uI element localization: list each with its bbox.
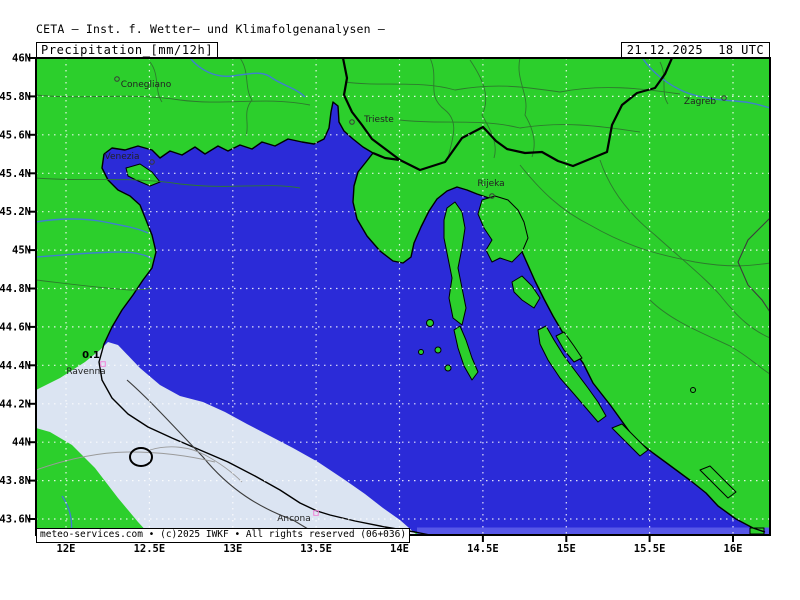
lat-tick-label: 45.4N [0,168,31,180]
graticule [36,58,770,535]
river-piave [189,58,306,98]
latitude-labels: 46N 45.8N 45.6N 45.4N 45.2N 45N 44.8N 44.6N 44.4… [0,53,31,526]
admin-border [36,279,153,291]
lat-tick-label: 45.6N [0,129,31,141]
city-marker-conegliano [114,76,120,82]
river-po [36,251,153,260]
city-marker-ancona [313,510,319,516]
lon-tick-label: 14E [390,543,409,555]
small-island-2 [434,346,442,354]
lon-tick-label: 13.5E [300,543,332,555]
lon-tick-label: 15E [557,543,576,555]
admin-border [518,58,535,158]
city-label-rijeka: Rijeka [477,179,504,189]
small-island-1 [426,319,434,327]
contour-value-label: 0.1 [82,350,100,361]
small-island-5 [690,387,696,393]
admin-border [659,61,669,105]
admin-border [36,177,301,189]
lat-tick-label: 46N [12,53,31,65]
island-rab [511,275,541,309]
admin-border [599,159,770,339]
adriatic-sea [99,102,770,535]
small-island-3 [418,349,424,355]
city-label-ancona: Ancona [277,514,311,524]
admin-border [649,299,770,375]
island-sliver-3 [699,465,737,499]
city-label-conegliano: Conegliano [121,80,172,90]
lat-tick-label: 44.2N [0,398,31,410]
admin-border-gray [149,446,243,483]
city-marker-trieste [349,119,355,125]
admin-border [149,61,163,103]
lon-tick-label: 12.5E [134,543,166,555]
admin-border [519,164,770,267]
admin-border [344,81,681,95]
city-label-zagreb: Zagreb [684,97,716,107]
lat-tick-label: 43.6N [0,514,31,526]
san-marino-contour [129,447,153,467]
precip-area-0-1mm [36,342,417,535]
admin-border [399,119,641,133]
island-pag [537,325,607,423]
lat-tick-label: 45N [12,245,31,257]
city-label-trieste: Trieste [363,115,394,125]
island-cres [443,201,467,326]
lon-tick-label: 15.5E [634,543,666,555]
city-label-ravenna: Ravenna [66,367,105,377]
city-marker-venezia [149,159,155,165]
admin-border [239,58,253,137]
city-marker-rijeka [489,193,495,199]
lon-tick-label: 16E [724,543,743,555]
admin-border [36,94,311,106]
lon-tick-label: 12E [57,543,76,555]
border-slovenia-croatia [372,58,674,172]
precip-band-bottom [417,527,770,535]
city-marker-zagreb [721,95,727,101]
lon-tick-label: 13E [223,543,242,555]
border-italy-slovenia [341,58,401,161]
island-sliver-2 [611,423,649,457]
small-island-4 [444,364,452,372]
lat-tick-label: 45.8N [0,91,31,103]
island-losinj [453,325,479,381]
lat-tick-label: 44N [12,437,31,449]
admin-border [429,58,455,159]
lat-tick-label: 44.8N [0,283,31,295]
run-datetime-box: 21.12.2025 18 UTC [620,42,770,59]
city-labels: Conegliano Venezia Trieste Zagreb Rijeka Rave… [66,76,727,524]
island-krk [477,195,529,263]
admin-border [469,59,496,159]
institute-title: CETA – Inst. f. Wetter– und Klimafolgena… [36,22,386,36]
river-adige [36,218,149,234]
lat-tick-label: 45.2N [0,206,31,218]
city-marker-ravenna [100,361,106,367]
lat-tick-label: 43.8N [0,475,31,487]
map-layers [36,58,770,535]
island-sliver-1 [555,331,583,363]
lon-tick-label: 14.5E [467,543,499,555]
lat-tick-label: 44.6N [0,321,31,333]
city-label-venezia: Venezia [105,152,140,162]
admin-border-dark [737,217,770,313]
contour-labels: 0.1 [82,350,100,361]
credit-box: meteo-services.com • (c)2025 IWKF • All … [36,528,411,543]
longitude-labels: 12E 12.5E 13E 13.5E 14E 14.5E 15E 15.5E 16E [57,543,743,555]
lat-tick-label: 44.4N [0,360,31,372]
